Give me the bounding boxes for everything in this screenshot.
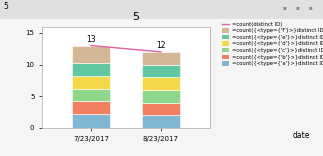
- Text: 12: 12: [156, 41, 166, 50]
- Bar: [142, 90, 180, 103]
- Text: ▪: ▪: [308, 5, 312, 10]
- Legend: =count(distinct ID), =count({<type={'f'}>}distinct ID), =count({<type={'e'}>}dis: =count(distinct ID), =count({<type={'f'}…: [221, 21, 323, 67]
- Bar: [72, 46, 110, 63]
- Text: 5: 5: [3, 2, 8, 11]
- Bar: [142, 65, 180, 77]
- Text: ▪: ▪: [295, 5, 299, 10]
- Text: 5: 5: [132, 12, 139, 22]
- Bar: [142, 52, 180, 65]
- Bar: [72, 76, 110, 89]
- Bar: [142, 103, 180, 115]
- Bar: [72, 114, 110, 128]
- Bar: [72, 89, 110, 101]
- Bar: [142, 77, 180, 90]
- Bar: [142, 115, 180, 128]
- Bar: [72, 63, 110, 76]
- Text: 13: 13: [86, 35, 96, 44]
- Text: date: date: [293, 131, 310, 140]
- Bar: [72, 101, 110, 114]
- Text: ▪: ▪: [282, 5, 286, 10]
